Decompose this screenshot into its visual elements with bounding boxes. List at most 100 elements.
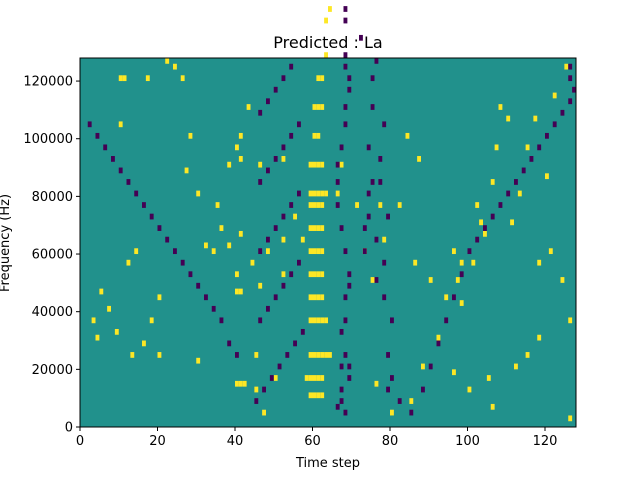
heatmap-cell — [339, 363, 344, 370]
heatmap-cell — [145, 75, 150, 82]
heatmap-cell — [204, 294, 208, 301]
heatmap-cell — [238, 288, 243, 295]
heatmap-cell — [490, 213, 495, 220]
heatmap-cell — [281, 75, 286, 82]
heatmap-cell — [343, 248, 348, 255]
heatmap-cell — [293, 340, 297, 347]
heatmap-cell — [95, 334, 100, 341]
heatmap-cell — [537, 259, 542, 266]
heatmap-cell — [312, 352, 317, 358]
heatmap-cell — [312, 294, 317, 301]
heatmap-cell — [235, 352, 239, 358]
x-tick-label: 120 — [533, 434, 558, 449]
heatmap-cell — [262, 409, 266, 416]
heatmap-cell — [312, 375, 317, 381]
heatmap-cell — [320, 375, 325, 381]
heatmap-cell — [537, 334, 542, 341]
heatmap-cell — [467, 248, 472, 255]
y-axis: 0 20000 40000 60000 80000 100000 120000 — [23, 75, 80, 436]
heatmap-cell — [378, 202, 383, 208]
heatmap-cell — [366, 144, 371, 151]
heatmap-cell — [347, 75, 352, 82]
heatmap-cell — [281, 156, 286, 162]
heatmap-cell — [219, 225, 224, 231]
heatmap-cell — [382, 236, 387, 243]
heatmap-cell — [107, 305, 111, 312]
heatmap-cell — [335, 403, 340, 410]
heatmap-cell — [266, 248, 270, 255]
heatmap-cell — [378, 179, 383, 185]
heatmap-cell — [316, 202, 321, 208]
heatmap-cell — [312, 271, 317, 278]
y-tick-label: 80000 — [32, 190, 73, 205]
y-tick-label: 100000 — [23, 132, 73, 147]
heatmap-cell — [254, 386, 259, 393]
heatmap-cell — [320, 75, 325, 82]
heatmap-cell — [289, 271, 294, 278]
heatmap-cell — [316, 190, 321, 197]
heatmap-cell — [483, 230, 487, 237]
heatmap-cell — [262, 386, 266, 393]
heatmap-cell — [545, 173, 549, 180]
heatmap-cell — [316, 392, 321, 399]
heatmap-cell — [324, 352, 328, 358]
heatmap-cell — [289, 132, 294, 139]
heatmap-cell — [149, 317, 154, 324]
heatmap-cell — [324, 317, 328, 324]
heatmap-cell — [452, 294, 456, 301]
heatmap-cell — [417, 156, 421, 162]
heatmap-cell — [281, 213, 286, 220]
heatmap-cell — [308, 202, 313, 208]
heatmap-cell — [273, 86, 278, 93]
heatmap-cell — [320, 248, 325, 255]
heatmap-cell — [258, 179, 263, 185]
heatmap-cell — [366, 190, 371, 197]
x-tick-label: 0 — [76, 434, 84, 449]
heatmap-cell — [281, 144, 286, 151]
heatmap-cell — [413, 259, 418, 266]
heatmap-cell — [370, 104, 375, 110]
heatmap-cell — [486, 375, 491, 381]
heatmap-cell — [238, 380, 243, 387]
heatmap-cell — [568, 317, 573, 324]
heatmap-cell — [324, 52, 328, 58]
heatmap-cell — [316, 271, 321, 278]
heatmap-cell — [436, 340, 441, 347]
heatmap-cell — [308, 392, 313, 399]
heatmap-cell — [382, 259, 387, 266]
heatmap-cell — [308, 375, 313, 381]
heatmap-cell — [475, 202, 480, 208]
heatmap-cell — [552, 121, 557, 128]
heatmap-cell — [568, 75, 573, 82]
heatmap-cell — [269, 375, 274, 381]
heatmap-cell — [235, 380, 239, 387]
heatmap-cell — [452, 369, 456, 376]
heatmap-cell — [157, 352, 162, 358]
heatmap-cell — [343, 104, 348, 110]
plot-frame — [79, 57, 577, 428]
heatmap-cell — [258, 109, 263, 116]
heatmap-cell — [95, 132, 100, 139]
heatmap-cell — [564, 63, 569, 70]
heatmap-cell — [405, 132, 410, 139]
heatmap-cell — [525, 144, 530, 151]
heatmap-cell — [273, 294, 278, 301]
heatmap-cell — [308, 271, 313, 278]
y-tick-label: 20000 — [32, 363, 73, 378]
heatmap-cell — [421, 363, 425, 370]
heatmap-cell — [316, 248, 321, 255]
heatmap-cell — [254, 398, 259, 404]
heatmap-cell — [91, 317, 96, 324]
heatmap-cell — [328, 352, 332, 358]
heatmap-cell — [258, 282, 263, 289]
heatmap-cell — [211, 248, 216, 255]
heatmap-cell — [180, 259, 185, 266]
heatmap-cell — [126, 259, 131, 266]
heatmap-cell — [281, 282, 286, 289]
heatmap-cell — [444, 294, 449, 301]
chart-title: Predicted : La — [273, 33, 382, 52]
heatmap-cell — [572, 86, 576, 93]
heatmap-cell — [196, 282, 201, 289]
heatmap-cell — [114, 328, 119, 335]
heatmap-cell — [533, 115, 538, 122]
